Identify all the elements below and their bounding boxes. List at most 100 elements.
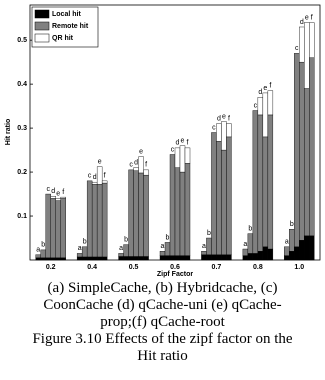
bar-segment: [138, 156, 144, 174]
bar-label: c: [88, 173, 92, 180]
bar-segment: [242, 248, 249, 256]
bar-segment: [174, 147, 181, 168]
bar-segment: [81, 256, 88, 261]
bar-label: d: [134, 160, 138, 167]
bar-label: c: [212, 124, 216, 131]
bar-segment: [45, 193, 51, 259]
bar-segment: [184, 255, 191, 261]
bar-segment: [304, 88, 310, 237]
bar-label: d: [217, 116, 221, 123]
bar-segment: [179, 145, 186, 173]
bar-segment: [179, 171, 186, 256]
bar-label: e: [263, 85, 267, 92]
bar-segment: [138, 172, 144, 257]
bar-segment: [257, 251, 264, 261]
bar-label: a: [119, 245, 123, 252]
bar-label: b: [207, 230, 211, 237]
caption-line: prop;(f) qCache-root: [100, 314, 225, 330]
y-axis-label: Hit ratio: [5, 119, 12, 145]
bar-segment: [201, 254, 207, 261]
bar-segment: [50, 198, 56, 259]
bar-segment: [55, 257, 61, 261]
bar-label: a: [161, 243, 165, 250]
bar-segment: [60, 198, 66, 259]
x-tick-label: 0.2: [46, 264, 56, 271]
legend-swatch: [34, 33, 50, 43]
bar-segment: [164, 255, 171, 261]
bar-segment: [257, 114, 264, 252]
bar-segment: [206, 254, 212, 261]
legend-swatch: [34, 9, 50, 19]
bar-segment: [76, 256, 83, 261]
bar-segment: [60, 257, 66, 261]
bar-segment: [50, 196, 56, 199]
bar-segment: [118, 253, 124, 257]
y-tick-label: 0.2: [17, 169, 27, 176]
bar-label: b: [290, 221, 294, 228]
bar-segment: [216, 123, 222, 142]
bar-segment: [201, 251, 207, 255]
bar-segment: [133, 167, 139, 171]
bar-segment: [86, 256, 93, 261]
bar-label: f: [62, 189, 64, 196]
bar-segment: [169, 154, 176, 256]
bar-segment: [91, 184, 98, 258]
bar-label: b: [166, 234, 170, 241]
bar-segment: [128, 169, 134, 257]
bar-segment: [159, 255, 166, 261]
bar-segment: [159, 251, 166, 256]
bar-label: b: [41, 242, 45, 249]
bar-segment: [284, 246, 290, 256]
bar-label: a: [202, 243, 206, 250]
caption: (a) SimpleCache, (b) Hybridcache, (c) Coo…: [0, 280, 325, 365]
bar-label: e: [181, 138, 185, 145]
bar-label: f: [145, 162, 147, 169]
bar-label: d: [176, 140, 180, 147]
bar-segment: [262, 136, 269, 248]
bar-segment: [221, 121, 227, 151]
bar-label: e: [305, 14, 309, 21]
bar-segment: [45, 257, 51, 261]
bar-segment: [206, 237, 212, 255]
bar-segment: [252, 253, 259, 261]
bar-label: d: [258, 89, 262, 96]
bar-segment: [101, 180, 108, 184]
bar-segment: [309, 57, 315, 237]
bar-segment: [123, 244, 129, 257]
bar-segment: [174, 255, 181, 261]
bar-segment: [226, 254, 232, 261]
bar-segment: [242, 255, 249, 261]
legend-label: Local hit: [52, 11, 81, 18]
bar-segment: [118, 256, 124, 261]
bar-segment: [123, 256, 129, 261]
x-tick-label: 0.6: [170, 264, 180, 271]
bar-segment: [257, 97, 264, 116]
bar-segment: [96, 256, 103, 261]
bar-label: f: [187, 140, 189, 147]
bar-segment: [55, 198, 61, 201]
bar-segment: [267, 248, 274, 261]
bar-segment: [304, 235, 310, 261]
bar-segment: [60, 196, 66, 199]
caption-line: (a) SimpleCache, (b) Hybridcache, (c): [47, 280, 278, 296]
bar-segment: [294, 53, 300, 248]
bar-label: a: [78, 245, 82, 252]
bar-segment: [143, 174, 149, 257]
bar-segment: [252, 110, 259, 254]
bar-segment: [221, 254, 227, 261]
caption-line: Hit ratio: [137, 348, 188, 364]
x-tick-label: 0.7: [212, 264, 222, 271]
bar-label: b: [83, 239, 87, 246]
bar-label: d: [51, 188, 55, 195]
bar-label: c: [295, 45, 299, 52]
bar-segment: [179, 255, 186, 261]
bar-segment: [96, 184, 103, 258]
x-tick-label: 1.0: [294, 264, 304, 271]
bar-segment: [96, 166, 103, 185]
bar-segment: [128, 256, 134, 261]
bar-label: a: [285, 239, 289, 246]
chart: Zipf Factor Hit ratio 0.1 0.2 0.3 0.4 0.5 0.2…: [5, 4, 321, 278]
bar-label: c: [254, 102, 258, 109]
bar-segment: [50, 257, 56, 261]
bar-label: e: [56, 190, 60, 197]
